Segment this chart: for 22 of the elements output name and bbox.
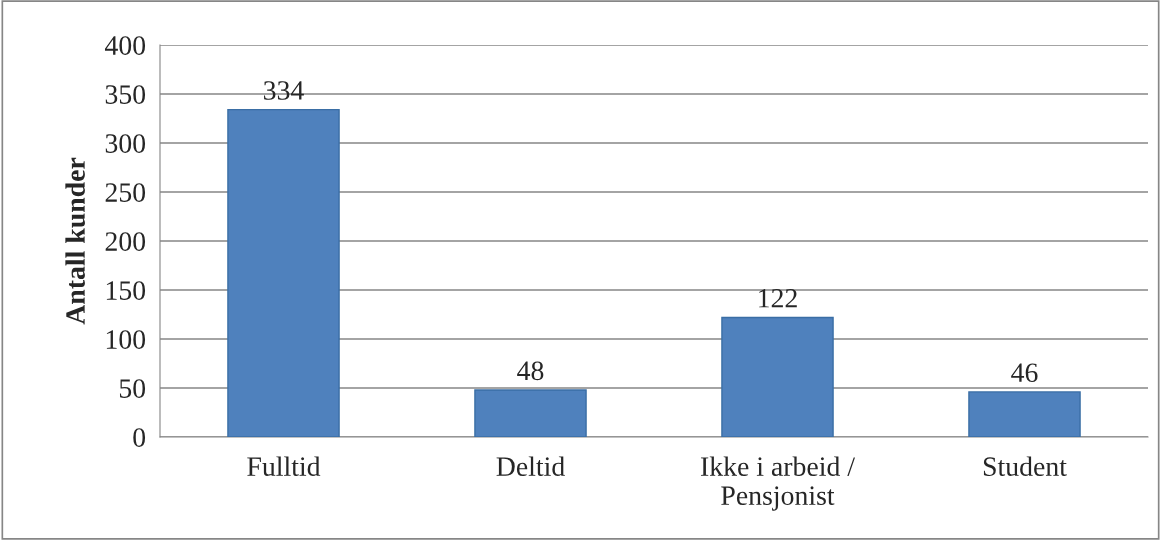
- x-tick-label: Fulltid: [247, 456, 321, 476]
- data-label: 334: [263, 81, 304, 100]
- bar: [227, 108, 340, 437]
- y-tick-label: 0: [133, 428, 146, 447]
- y-tick-label: 100: [106, 330, 146, 349]
- x-tick-label: Ikke i arbeid / Pensjonist: [700, 456, 856, 511]
- data-label: 122: [759, 288, 797, 308]
- y-tick-label: 150: [106, 281, 146, 300]
- y-tick-label: 250: [105, 183, 146, 202]
- data-label: 48: [517, 361, 544, 381]
- x-tick-label: Student: [983, 456, 1067, 476]
- y-tick-label: 300: [105, 134, 146, 153]
- bar: [474, 389, 587, 437]
- x-tick-label: Deltid: [496, 456, 565, 476]
- y-tick-label: 400: [104, 36, 146, 55]
- bar: [968, 391, 1081, 437]
- data-label: 46: [1011, 363, 1038, 383]
- bar: [721, 316, 834, 437]
- y-tick-label: 350: [105, 85, 146, 104]
- y-axis-title: Antall kunder: [65, 157, 85, 325]
- y-tick-label: 50: [119, 379, 146, 398]
- y-tick-label: 200: [105, 232, 146, 251]
